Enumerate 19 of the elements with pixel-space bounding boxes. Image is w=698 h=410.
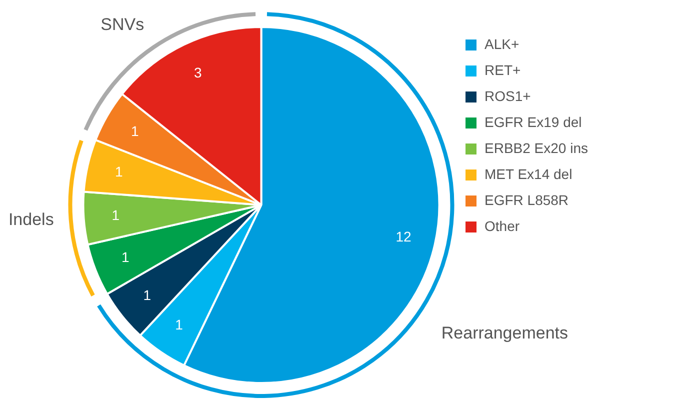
data-label: 1 <box>121 249 130 266</box>
legend-label: ERBB2 Ex20 ins <box>484 140 588 156</box>
text: SNVs <box>100 14 144 34</box>
data-label: 1 <box>115 163 124 180</box>
data-label: 1 <box>143 286 152 303</box>
legend-label: MET Ex14 del <box>484 166 572 182</box>
data-label: 3 <box>194 64 202 80</box>
text: Indels <box>8 210 54 230</box>
legend-label: RET+ <box>484 62 521 78</box>
legend-label: Other <box>484 218 520 234</box>
text: Rearrangements <box>441 324 568 343</box>
legend-label: ROS1+ <box>484 88 531 104</box>
data-label: 1 <box>112 206 120 223</box>
data-label: 12 <box>396 228 412 244</box>
data-label: 1 <box>130 122 139 139</box>
data-label: 1 <box>175 316 184 332</box>
legend-label: ALK+ <box>484 36 520 52</box>
legend-label: EGFR L858R <box>484 192 569 208</box>
legend-label: EGFR Ex19 del <box>484 114 582 130</box>
